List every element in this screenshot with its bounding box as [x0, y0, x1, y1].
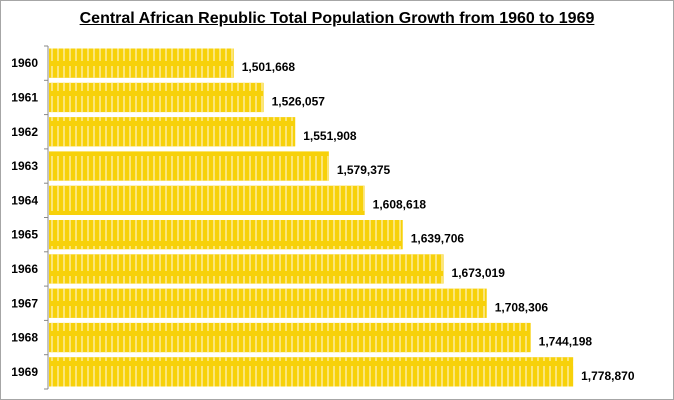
data-label: 1,608,618	[373, 197, 427, 211]
y-tick-label: 1964	[11, 193, 38, 207]
data-label: 1,673,019	[452, 266, 506, 280]
data-label: 1,708,306	[495, 300, 549, 314]
data-label: 1,639,706	[411, 232, 465, 246]
data-label: 1,778,870	[581, 369, 635, 383]
bar-pattern-1964	[49, 185, 365, 215]
bar-pattern-1962	[49, 117, 296, 147]
bar-pattern-1963	[49, 151, 329, 181]
data-label: 1,501,668	[242, 60, 296, 74]
y-tick-label: 1962	[11, 125, 38, 139]
bar-pattern-1967	[49, 288, 487, 318]
bar-pattern-1966	[49, 254, 444, 284]
y-tick-label: 1967	[11, 296, 38, 310]
y-tick-label: 1966	[11, 262, 38, 276]
y-tick-label: 1968	[11, 331, 38, 345]
data-label: 1,526,057	[272, 94, 326, 108]
bar-pattern-1965	[49, 220, 403, 250]
bar-pattern-1960	[49, 48, 234, 78]
y-tick-label: 1961	[11, 90, 38, 104]
bar-pattern-1969	[49, 357, 574, 387]
y-tick-label: 1965	[11, 228, 38, 242]
y-tick-label: 1960	[11, 56, 38, 70]
data-label: 1,579,375	[337, 163, 391, 177]
chart-title: Central African Republic Total Populatio…	[79, 10, 595, 27]
data-label: 1,551,908	[303, 129, 357, 143]
bar-pattern-1968	[49, 322, 531, 353]
y-tick-label: 1969	[11, 365, 38, 379]
y-tick-label: 1963	[11, 159, 38, 173]
data-label: 1,744,198	[539, 335, 593, 349]
bar-pattern-1961	[49, 82, 264, 113]
